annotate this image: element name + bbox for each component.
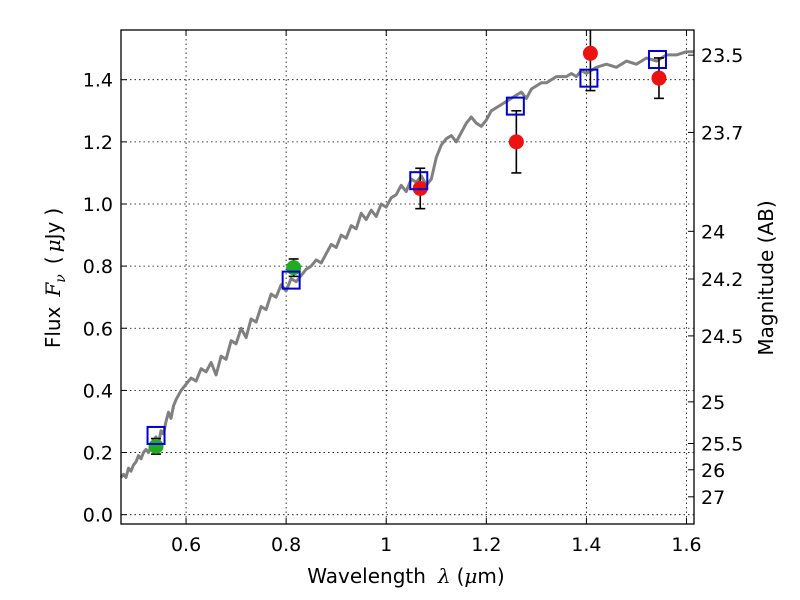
right-axis-tick-label: 26 [701,460,725,482]
y-tick-label: 0.4 [83,380,113,402]
y-tick-label: 0.2 [83,443,113,465]
x-tick-label: 1.6 [671,534,701,556]
model-point [281,270,301,290]
right-axis-tick-label: 25.5 [701,433,743,455]
x-tick-label: 1.4 [571,534,601,556]
model-point [505,96,525,116]
error-bars [151,30,664,455]
right-axis-label: Magnitude (AB) [754,200,778,355]
model-points [146,50,667,445]
y-axis-ticks: 0.0 0.2 0.4 0.6 0.8 1.0 1.2 1.4 [83,70,127,527]
x-axis-label: Wavelength λ (μm) [307,564,504,588]
grid-lines [121,30,694,524]
model-point [146,425,166,445]
y-tick-label: 1.0 [83,194,113,216]
y-tick-label: 0.8 [83,256,113,278]
right-axis-tick-label: 25 [701,392,725,414]
x-tick-label: 1 [380,534,392,556]
y-tick-label: 1.2 [83,132,113,154]
y-tick-label: 1.4 [83,70,113,92]
x-tick-label: 1.2 [471,534,501,556]
y-tick-label: 0.6 [83,318,113,340]
right-axis-tick-label: 23.7 [701,122,743,144]
observed-point [148,438,164,454]
observed-points [148,45,667,454]
x-axis-ticks: 0.6 0.8 1 1.2 1.4 1.6 [171,30,702,556]
model-point [579,68,599,88]
right-axis-tick-label: 24.2 [701,269,743,291]
y-axis-label: FluxFν(μJy) [41,208,69,348]
observed-point [582,45,598,61]
right-axis-tick-label: 24.5 [701,326,743,348]
plot-frame [120,29,695,525]
x-tick-label: 0.8 [271,534,301,556]
right-axis-tick-label: 24 [701,221,725,243]
right-axis-tick-label: 27 [701,487,725,509]
right-axis-tick-label: 23.5 [701,45,743,67]
right-axis-ticks: 23.5 23.7 24 24.2 24.5 25 25.5 26 27 [688,45,743,509]
x-tick-label: 0.6 [171,534,201,556]
observed-point [651,70,667,86]
spectrum-line [119,50,694,479]
model-point [647,50,667,70]
y-tick-label: 0.0 [83,505,113,527]
model-point [409,171,429,191]
spectrum-layer [119,50,694,479]
observed-point [508,134,524,150]
